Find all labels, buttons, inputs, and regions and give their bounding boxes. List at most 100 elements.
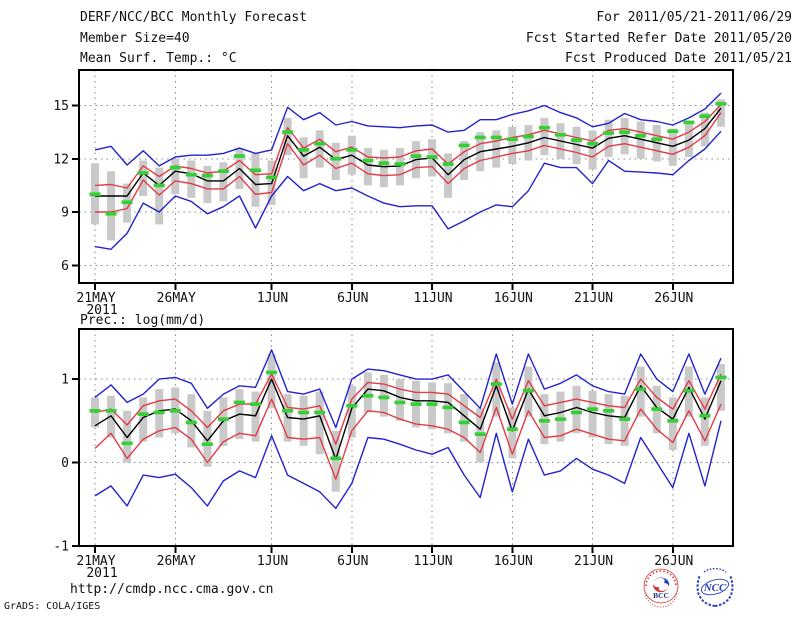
observation-dash	[474, 135, 486, 140]
y-tick-label: 1	[61, 373, 69, 388]
observation-dash	[201, 442, 213, 446]
observation-dash	[458, 143, 470, 148]
member-spread-bar	[668, 128, 677, 166]
member-spread-bar	[444, 153, 453, 198]
observation-dash	[201, 173, 213, 178]
member-spread-bar	[203, 165, 212, 204]
observation-dash	[394, 162, 406, 166]
ensemble-min	[94, 420, 722, 510]
member-spread-bar	[508, 407, 517, 459]
observation-dash	[619, 417, 631, 421]
mean-minus-spread	[95, 112, 722, 213]
x-tick-label: 11JUN	[413, 291, 452, 306]
x-tick-label: 16JUN	[494, 291, 533, 306]
y-tick-label: 15	[53, 99, 69, 114]
member-spread-bar	[460, 394, 469, 442]
observation-dash	[362, 158, 374, 163]
member-spread-bar	[251, 153, 260, 207]
member-spread-bar	[107, 171, 116, 241]
observation-dash	[490, 382, 502, 386]
y-tick-label: -1	[53, 540, 69, 555]
bcc-logo-bottom-text-arc	[644, 590, 678, 608]
observation-dash	[330, 156, 342, 161]
x-tick-label: 6JUN	[337, 554, 368, 569]
bcc-logo-text: BCC	[653, 591, 669, 600]
mean-plus-spread	[94, 373, 722, 445]
observation-dash	[266, 175, 278, 180]
observation-dash	[683, 388, 695, 393]
x-tick-label: 1JUN	[257, 554, 288, 569]
member-spread-bar	[267, 354, 276, 409]
observation-dash	[378, 161, 390, 165]
observation-dash	[362, 393, 374, 398]
x-tick-label: 11JUN	[413, 554, 452, 569]
member-spread-bar	[315, 391, 324, 455]
bcc-logo-swirl-red	[653, 584, 668, 593]
member-spread-bar	[604, 394, 613, 445]
observation-dash	[651, 137, 663, 142]
ensemble-min	[94, 130, 722, 251]
observation-dash	[346, 148, 358, 152]
observation-dash	[250, 168, 261, 173]
observation-dash	[89, 192, 101, 197]
ensemble-max	[94, 349, 722, 429]
observation-dash	[442, 162, 454, 166]
member-spread-bar	[251, 391, 260, 442]
observation-dash	[715, 375, 727, 380]
observation-dash	[603, 408, 615, 413]
x-tick-label: 26MAY	[157, 554, 196, 569]
ncc-logo: NCC	[696, 567, 734, 607]
member-spread-bar	[540, 117, 549, 156]
member-spread-bar	[395, 148, 404, 186]
y-tick-label: 9	[61, 206, 69, 221]
observation-dash	[426, 402, 438, 406]
member-spread-bar	[139, 160, 148, 197]
member-spread-bar	[572, 126, 581, 165]
observation-dash	[667, 419, 679, 423]
ncc-logo-top-arc	[703, 567, 727, 573]
member-spread-bar	[331, 142, 340, 181]
bcc-logo-swirl-blue	[654, 577, 670, 587]
x-year-label: 2011	[86, 566, 117, 581]
grads-credit: GrADS: COLA/IGES	[4, 601, 101, 612]
member-spread-bar	[588, 130, 597, 170]
member-spread-bar	[299, 395, 308, 446]
observation-dash	[554, 417, 566, 421]
observation-dash	[137, 412, 149, 416]
observation-dash	[410, 402, 422, 406]
observation-dash	[217, 169, 229, 173]
x-tick-label: 21MAY	[76, 554, 115, 569]
observation-dash	[233, 154, 245, 158]
bcc-logo-ring	[643, 568, 679, 604]
observation-dash	[587, 141, 599, 146]
observation-dash	[474, 432, 486, 436]
x-tick-label: 26JUN	[654, 291, 693, 306]
observation-dash	[587, 407, 599, 411]
member-spread-bar	[203, 410, 212, 467]
source-url: http://cmdp.ncc.cma.gov.cn	[70, 582, 274, 597]
observation-dash	[506, 137, 518, 142]
observation-dash	[522, 134, 534, 139]
member-spread-bar	[588, 390, 597, 438]
x-tick-label: 1JUN	[257, 291, 288, 306]
observation-dash	[233, 400, 245, 405]
bcc-logo: BCC	[643, 568, 679, 608]
member-spread-bar	[347, 385, 356, 438]
observation-dash	[699, 114, 711, 118]
produced-date-label: Fcst Produced Date 2011/05/21	[565, 51, 792, 66]
observation-dash	[314, 141, 326, 146]
observation-dash	[603, 131, 615, 135]
member-spread-bar	[700, 397, 709, 446]
y-tick-label: 12	[53, 152, 69, 167]
observation-dash	[490, 135, 502, 140]
observation-dash	[153, 410, 165, 415]
forecast-range-label: For 2011/05/21-2011/06/29	[596, 10, 792, 25]
bcc-logo-top-text-arc	[645, 570, 677, 587]
observation-dash	[153, 183, 165, 188]
member-spread-bar	[508, 126, 517, 165]
observation-dash	[699, 414, 711, 418]
member-size-label: Member Size=40	[80, 31, 190, 46]
member-spread-bar	[379, 149, 388, 188]
